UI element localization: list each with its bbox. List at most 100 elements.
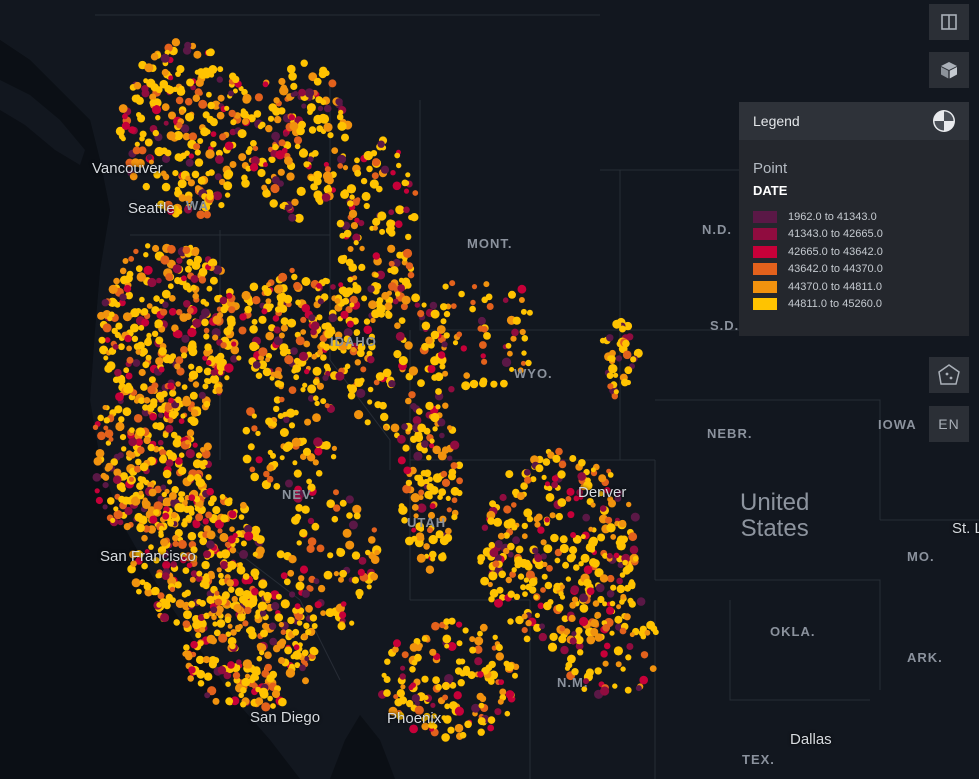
3d-view-button[interactable] [929, 52, 969, 88]
data-point [585, 668, 594, 677]
data-point [160, 147, 168, 155]
data-point [258, 315, 267, 324]
data-point [590, 628, 599, 636]
data-point [118, 104, 128, 113]
data-point [395, 220, 403, 228]
data-point [558, 635, 567, 644]
data-point [319, 341, 326, 348]
data-point [636, 597, 646, 606]
data-point [179, 109, 185, 115]
data-point [269, 637, 278, 646]
data-point [144, 138, 153, 147]
data-point [503, 505, 512, 514]
data-point [575, 627, 583, 635]
data-point [284, 646, 293, 655]
data-point [192, 94, 201, 102]
data-point [317, 584, 326, 593]
data-point [376, 270, 386, 280]
data-point [255, 697, 264, 706]
data-point [152, 244, 160, 253]
data-point [622, 339, 630, 348]
data-point [614, 495, 622, 502]
data-point [312, 413, 321, 422]
data-point [413, 513, 419, 519]
data-point [157, 592, 165, 600]
data-point [553, 582, 562, 591]
language-button[interactable]: EN [929, 406, 969, 442]
data-point [583, 565, 593, 575]
data-point [274, 306, 282, 313]
data-point [290, 347, 298, 355]
data-point [305, 604, 313, 613]
data-point [224, 192, 231, 198]
data-point [486, 303, 494, 310]
legend-toggle-icon[interactable] [933, 110, 955, 132]
data-point [230, 629, 237, 636]
data-point [398, 317, 406, 324]
data-point [258, 347, 268, 357]
data-point [184, 195, 193, 203]
data-point [219, 133, 227, 141]
data-point [147, 443, 155, 452]
data-point [514, 561, 522, 569]
data-point [172, 438, 182, 448]
data-point [474, 636, 484, 646]
data-point [417, 423, 427, 433]
data-point [159, 449, 167, 457]
data-point [172, 86, 178, 93]
data-point [346, 184, 357, 194]
data-point [447, 425, 453, 431]
data-point [545, 493, 555, 502]
data-point [613, 552, 620, 559]
data-point [347, 200, 354, 207]
data-point [450, 486, 460, 496]
data-point [115, 322, 123, 330]
data-point [521, 533, 528, 540]
data-point [273, 396, 282, 404]
country-label-line-1: United [740, 489, 810, 516]
data-point [119, 434, 127, 441]
data-point [191, 170, 200, 179]
data-point [247, 114, 256, 123]
data-point [363, 150, 373, 161]
legend-swatch [753, 298, 777, 311]
data-point [225, 697, 234, 706]
legend-panel: Legend Point DATE 1962.0 to 41343.0 41343… [739, 102, 969, 336]
data-point [203, 367, 212, 376]
split-map-button[interactable] [929, 4, 969, 40]
data-point [569, 455, 577, 462]
data-point [136, 112, 142, 118]
data-point [447, 726, 455, 734]
data-point [388, 209, 395, 216]
data-point [532, 547, 539, 554]
data-point [512, 663, 520, 670]
data-point [180, 556, 187, 564]
data-point [201, 308, 210, 318]
data-point [217, 666, 227, 675]
data-point [280, 324, 288, 332]
data-point [230, 355, 238, 363]
data-point [206, 285, 213, 292]
data-point [488, 596, 495, 603]
data-point [178, 85, 185, 92]
data-point [195, 632, 202, 639]
data-point [133, 81, 142, 90]
data-point [217, 94, 225, 102]
data-point [337, 622, 346, 631]
data-point [257, 601, 268, 611]
data-point [271, 689, 281, 699]
data-point [246, 626, 256, 635]
data-point [454, 723, 464, 733]
data-point [181, 275, 187, 282]
data-point [344, 363, 351, 370]
data-point [492, 634, 498, 640]
data-point [427, 493, 433, 500]
data-point [261, 184, 268, 191]
draw-polygon-button[interactable] [929, 357, 969, 393]
data-point [340, 310, 349, 319]
data-point [409, 666, 416, 673]
data-point [372, 158, 381, 167]
data-point [430, 412, 440, 423]
data-point [193, 496, 201, 503]
